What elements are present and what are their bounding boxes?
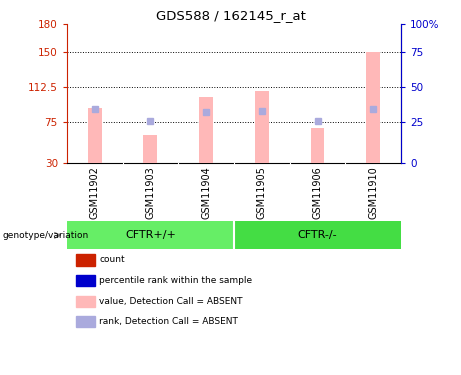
Text: GSM11903: GSM11903 [145,166,155,219]
Bar [76,254,95,266]
Text: GSM11904: GSM11904 [201,166,211,219]
Text: GSM11905: GSM11905 [257,166,267,219]
Text: value, Detection Call = ABSENT: value, Detection Call = ABSENT [99,297,242,306]
Bar [143,135,157,163]
Bar [76,275,95,286]
Bar [311,128,325,163]
Text: GSM11910: GSM11910 [368,166,378,219]
Text: CFTR+/+: CFTR+/+ [125,230,176,240]
Text: percentile rank within the sample: percentile rank within the sample [99,276,252,285]
Bar [88,108,102,163]
Text: GSM11906: GSM11906 [313,166,323,219]
Bar [76,296,95,307]
Text: GSM11902: GSM11902 [90,166,100,219]
Bar [76,316,95,327]
Text: GDS588 / 162145_r_at: GDS588 / 162145_r_at [155,9,306,22]
Bar [234,221,401,249]
Text: genotype/variation: genotype/variation [2,231,89,240]
Bar [366,52,380,163]
Text: rank, Detection Call = ABSENT: rank, Detection Call = ABSENT [99,317,238,326]
Bar [255,91,269,163]
Text: count: count [99,255,125,264]
Bar [199,96,213,163]
Bar [67,221,234,249]
Text: CFTR-/-: CFTR-/- [298,230,337,240]
